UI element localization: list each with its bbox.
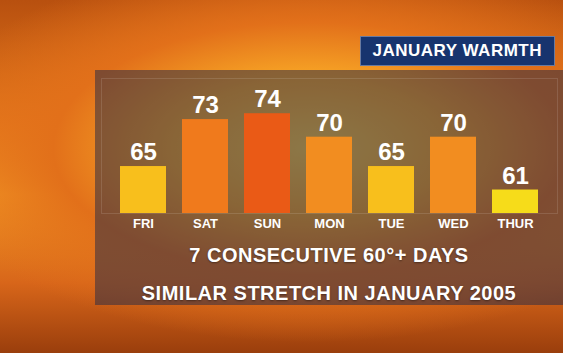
svg-text:70: 70 — [440, 109, 467, 136]
svg-text:MON: MON — [314, 216, 344, 231]
html-text:SIMILAR STRETCH IN JANUARY 200: SIMILAR STRETCH IN JANUARY 2005 — [141, 282, 517, 304]
svg-text:74: 74 — [254, 85, 281, 112]
svg-text:65: 65 — [130, 138, 157, 165]
svg-text:FRI: FRI — [133, 216, 154, 231]
html-text:JANUARY WARMTH: JANUARY WARMTH — [372, 41, 542, 60]
svg-text:65: 65 — [378, 138, 405, 165]
svg-text:61: 61 — [502, 162, 529, 189]
svg-text:WED: WED — [438, 216, 468, 231]
html-text:7 CONSECUTIVE 60°+ DAYS: 7 CONSECUTIVE 60°+ DAYS — [189, 244, 469, 266]
svg-text:SUN: SUN — [254, 216, 281, 231]
svg-text:SAT: SAT — [193, 216, 218, 231]
svg-text:TUE: TUE — [379, 216, 405, 231]
svg-text:73: 73 — [192, 91, 219, 118]
svg-text:THUR: THUR — [497, 216, 534, 231]
svg-text:70: 70 — [316, 109, 343, 136]
